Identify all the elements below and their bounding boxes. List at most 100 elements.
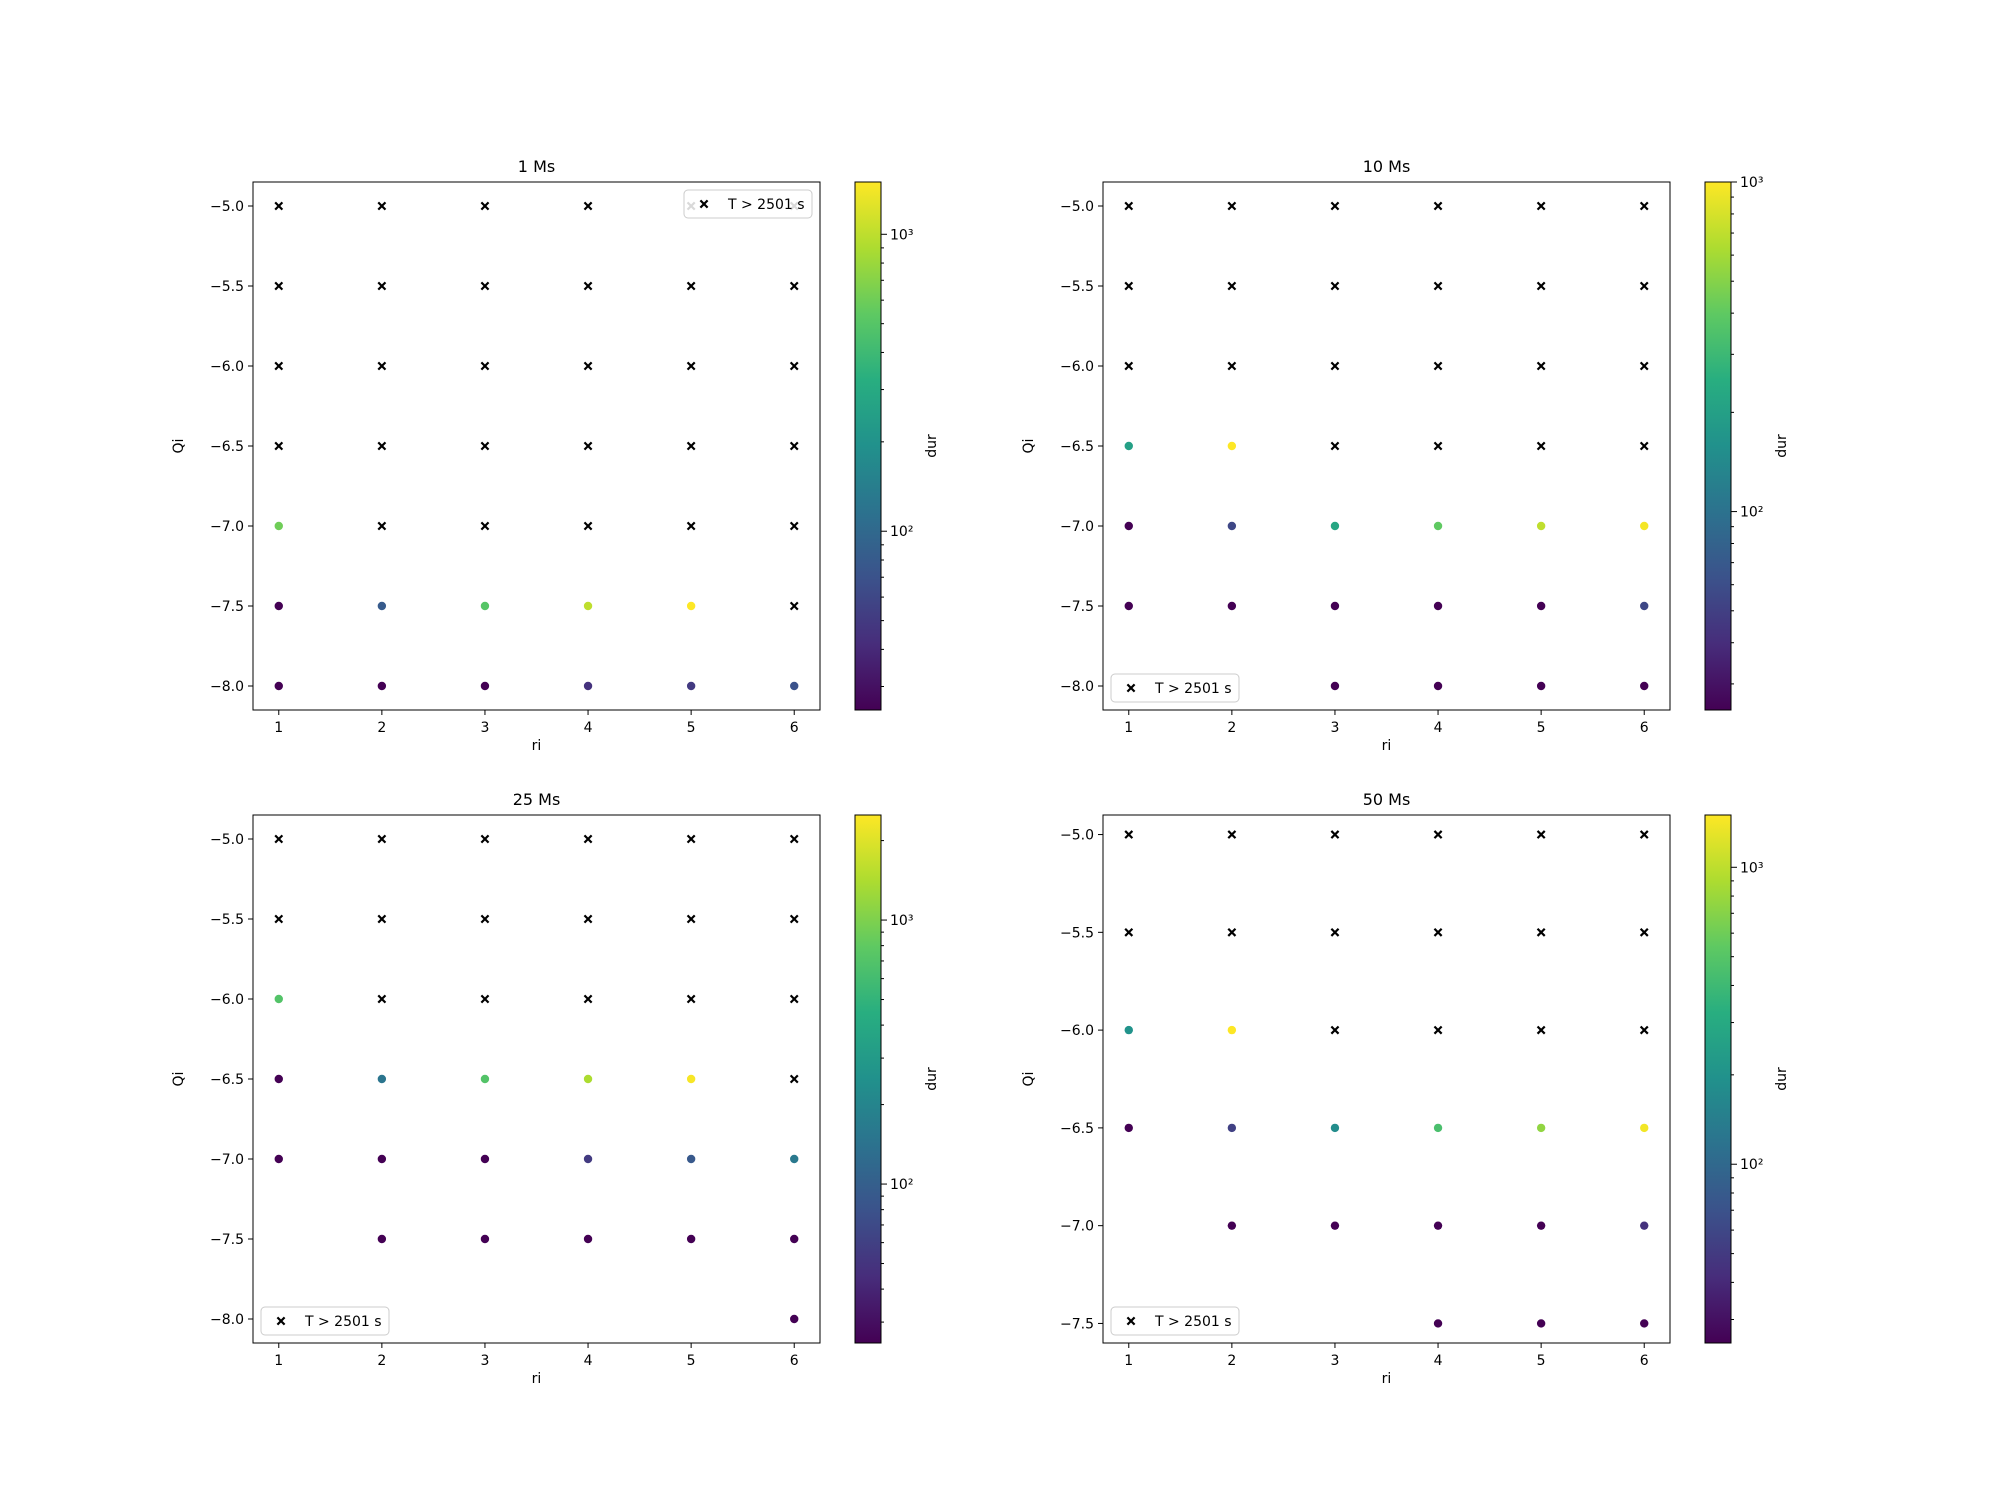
x-tick-label: 3: [480, 720, 489, 736]
y-tick-label: −7.5: [1060, 599, 1094, 615]
timeout-marker: [1536, 281, 1546, 291]
timeout-marker: [686, 521, 696, 531]
data-point: [1640, 681, 1649, 691]
y-tick-label: −5.0: [1060, 828, 1094, 844]
timeout-marker: [377, 281, 387, 291]
y-tick-label: −5.5: [210, 912, 244, 928]
legend-label: T > 2501 s: [727, 197, 805, 213]
data-point: [274, 681, 283, 691]
data-point: [1433, 1123, 1443, 1133]
legend: T > 2501 s: [1110, 673, 1240, 703]
legend: T > 2501 s: [260, 1306, 390, 1336]
y-tick-label: −6.5: [1060, 439, 1094, 455]
data-point: [790, 681, 799, 691]
timeout-marker: [789, 601, 799, 611]
x-axis-label: ri: [1382, 738, 1392, 754]
timeout-marker: [789, 834, 799, 844]
x-tick-label: 3: [1330, 1353, 1339, 1369]
data-point: [377, 1074, 387, 1084]
timeout-marker: [377, 201, 387, 211]
timeout-marker: [1227, 201, 1237, 211]
data-point: [274, 601, 283, 611]
x-tick-label: 4: [1434, 1353, 1443, 1369]
data-point: [1536, 1123, 1546, 1133]
data-point: [583, 601, 593, 611]
timeout-marker: [1124, 281, 1134, 291]
colorbar-gradient: [1705, 815, 1731, 1343]
data-point: [790, 1314, 799, 1324]
colorbar-tick-label: 10²: [890, 524, 913, 540]
x-tick-label: 2: [1227, 1353, 1236, 1369]
timeout-marker: [480, 281, 490, 291]
timeout-marker: [377, 834, 387, 844]
plot-area: [1102, 181, 1671, 711]
data-point: [1640, 1319, 1649, 1328]
data-point: [1536, 601, 1546, 611]
data-point: [583, 1154, 593, 1164]
data-point: [480, 681, 490, 691]
y-tick-label: −6.0: [1060, 1023, 1094, 1039]
x-axis-label: ri: [532, 1371, 542, 1387]
timeout-marker: [1330, 927, 1340, 937]
data-point: [686, 1154, 696, 1164]
data-point: [686, 1234, 696, 1244]
colorbar-gradient: [855, 815, 881, 1343]
data-point: [1433, 601, 1443, 611]
timeout-marker: [274, 201, 284, 211]
x-tick-label: 5: [687, 720, 696, 736]
y-tick-label: −7.5: [1060, 1316, 1094, 1332]
y-tick-label: −8.0: [210, 679, 244, 695]
timeout-marker: [480, 994, 490, 1004]
data-point: [686, 681, 696, 691]
timeout-marker: [1433, 201, 1443, 211]
data-point: [1536, 521, 1546, 531]
colorbar-tick-label: 10²: [890, 1177, 913, 1193]
data-point: [480, 1074, 490, 1084]
data-point: [1536, 1221, 1546, 1230]
subplot-1: 1 Ms 1 2 3 4 5 6 −8.0 −7.5 −7.0 −6.5 −6.0 −5.5 −5.0 ri…: [171, 157, 940, 754]
data-point: [274, 994, 283, 1004]
y-tick-label: −5.0: [210, 832, 244, 848]
timeout-marker: [789, 441, 799, 451]
x-tick-label: 3: [480, 1353, 489, 1369]
colorbar-tick-label: 10³: [890, 227, 913, 243]
y-axis-label: Qi: [1021, 439, 1037, 454]
legend-box: [260, 1306, 390, 1336]
legend-box: [1110, 1306, 1240, 1336]
colorbar-label: dur: [924, 1067, 940, 1091]
timeout-marker: [480, 914, 490, 924]
data-point: [1330, 601, 1340, 611]
timeout-marker: [1536, 201, 1546, 211]
timeout-marker: [789, 994, 799, 1004]
y-tick-label: −5.5: [210, 279, 244, 295]
timeout-marker: [789, 1074, 799, 1084]
legend-label: T > 2501 s: [1154, 1314, 1232, 1330]
x-tick-label: 4: [1434, 720, 1443, 736]
legend-box: [1110, 673, 1240, 703]
data-point: [1124, 601, 1133, 611]
colorbar-tick-label: 10³: [1740, 175, 1763, 191]
x-tick-label: 6: [790, 1353, 799, 1369]
timeout-marker: [1124, 927, 1134, 937]
data-point: [1124, 1123, 1133, 1133]
timeout-marker: [377, 361, 387, 371]
timeout-marker: [789, 281, 799, 291]
data-point: [1227, 441, 1237, 451]
timeout-marker: [377, 521, 387, 531]
timeout-marker: [1639, 361, 1649, 371]
colorbar-tick-label: 10²: [1740, 505, 1763, 521]
timeout-marker: [1536, 927, 1546, 937]
timeout-marker: [1330, 281, 1340, 291]
y-tick-label: −7.0: [1060, 1219, 1094, 1235]
timeout-marker: [1639, 201, 1649, 211]
x-tick-label: 5: [1537, 720, 1546, 736]
timeout-marker: [789, 361, 799, 371]
timeout-marker: [686, 441, 696, 451]
timeout-marker: [1330, 441, 1340, 451]
x-tick-label: 2: [377, 1353, 386, 1369]
timeout-marker: [274, 361, 284, 371]
data-point: [1227, 1123, 1237, 1133]
data-point: [1640, 1123, 1649, 1133]
timeout-marker: [1330, 361, 1340, 371]
timeout-marker: [583, 201, 593, 211]
